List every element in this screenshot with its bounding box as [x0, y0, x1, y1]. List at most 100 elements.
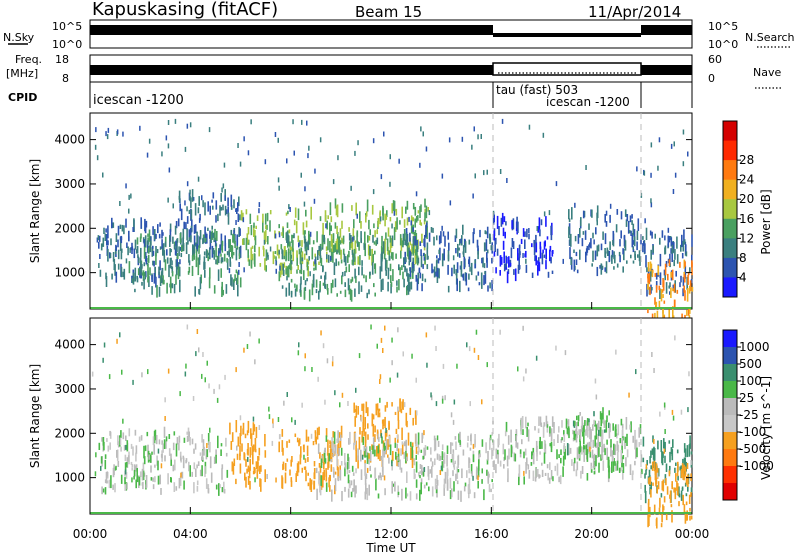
velocity-scatter-point [304, 366, 306, 372]
velocity-scatter-point [477, 475, 479, 481]
power-echo [251, 254, 254, 261]
velocity-echo [532, 470, 535, 481]
power-echo [398, 279, 400, 291]
velocity-echo [142, 470, 145, 481]
velocity-echo [353, 442, 355, 450]
power-echo [178, 266, 181, 277]
power-echo [297, 265, 299, 270]
power-echo [625, 219, 628, 227]
velocity-echo [136, 468, 138, 480]
velocity-echo [385, 439, 388, 451]
power-echo [300, 290, 302, 297]
power-echo [623, 248, 625, 261]
power-echo [420, 255, 423, 268]
power-echo [596, 205, 599, 219]
velocity-echo [328, 453, 331, 462]
power-scatter-point [643, 170, 646, 176]
velocity-echo [347, 474, 350, 484]
velocity-echo [424, 449, 427, 456]
velocity-echo [389, 444, 392, 456]
power-echo [342, 248, 345, 255]
power-echo [282, 227, 284, 238]
velocity-echo [281, 477, 284, 489]
velocity-echo [330, 459, 332, 463]
power-scatter-point [441, 173, 444, 179]
power-echo [224, 205, 227, 216]
velocity-echo [225, 437, 227, 447]
power-echo [522, 228, 525, 237]
velocity-echo [252, 451, 254, 465]
power-echo [279, 262, 282, 267]
nsky-label: N.Sky [3, 31, 35, 44]
velocity-echo [186, 431, 188, 435]
velocity-echo [379, 472, 382, 478]
velocity-echo [460, 490, 462, 502]
power-echo [503, 251, 505, 264]
power-echo [436, 272, 439, 283]
power-echo [676, 236, 678, 249]
power-echo [148, 229, 151, 242]
power-scatter-point [96, 237, 99, 243]
power-scatter-point [218, 250, 220, 256]
velocity-scatter-point [635, 369, 637, 375]
power-echo [227, 212, 230, 225]
power-echo [147, 247, 150, 254]
power-scatter-point [186, 123, 189, 129]
velocity-scatter-point [358, 353, 361, 359]
power-echo [481, 257, 483, 264]
power-echo [161, 278, 163, 283]
power-scatter-point [222, 183, 225, 189]
velocity-echo [527, 429, 530, 442]
velocity-scatter-point [236, 445, 238, 451]
velocity-echo [595, 427, 598, 440]
velocity-scatter-point [141, 372, 143, 378]
power-echo [352, 228, 355, 237]
power-scatter-point [528, 228, 530, 233]
power-echo [204, 202, 206, 216]
velocity-echo [144, 445, 147, 452]
velocity-scatter-point [191, 471, 193, 477]
velocity-echo [175, 486, 178, 491]
power-echo [689, 307, 691, 314]
velocity-echo [304, 466, 307, 470]
power-echo [493, 230, 495, 241]
power-echo [691, 262, 693, 276]
power-echo [111, 217, 113, 229]
power-echo [188, 237, 191, 241]
velocity-echo [305, 429, 308, 442]
power-echo [206, 250, 209, 257]
power-echo [573, 249, 575, 253]
power-echo [672, 284, 675, 291]
power-echo [396, 217, 398, 230]
power-echo [311, 247, 314, 260]
power-echo [584, 230, 587, 240]
power-echo [198, 254, 201, 260]
power-echo [483, 242, 486, 252]
velocity-echo [260, 465, 262, 472]
power-echo [166, 282, 168, 294]
velocity-echo [563, 443, 566, 452]
x-tick-label: 08:00 [273, 527, 308, 541]
velocity-echo [443, 484, 445, 496]
cpid-segment-2: tau (fast) 503 [496, 83, 578, 97]
velocity-echo [576, 415, 578, 421]
velocity-echo [468, 458, 471, 464]
power-echo [286, 276, 288, 281]
velocity-echo [284, 472, 287, 484]
power-scatter-point [106, 134, 109, 140]
power-echo [213, 285, 216, 294]
velocity-echo [598, 462, 600, 473]
velocity-echo [580, 425, 583, 432]
power-echo [414, 218, 416, 228]
power-scatter-point [506, 178, 508, 183]
velocity-echo [399, 459, 401, 470]
velocity-scatter-point [435, 346, 437, 351]
power-echo [339, 290, 342, 294]
velocity-echo [690, 487, 693, 493]
power-echo [382, 278, 384, 290]
velocity-echo [519, 449, 522, 454]
power-echo-region [647, 259, 694, 326]
power-echo [374, 230, 376, 238]
power-echo [480, 272, 483, 285]
power-echo [281, 250, 284, 260]
